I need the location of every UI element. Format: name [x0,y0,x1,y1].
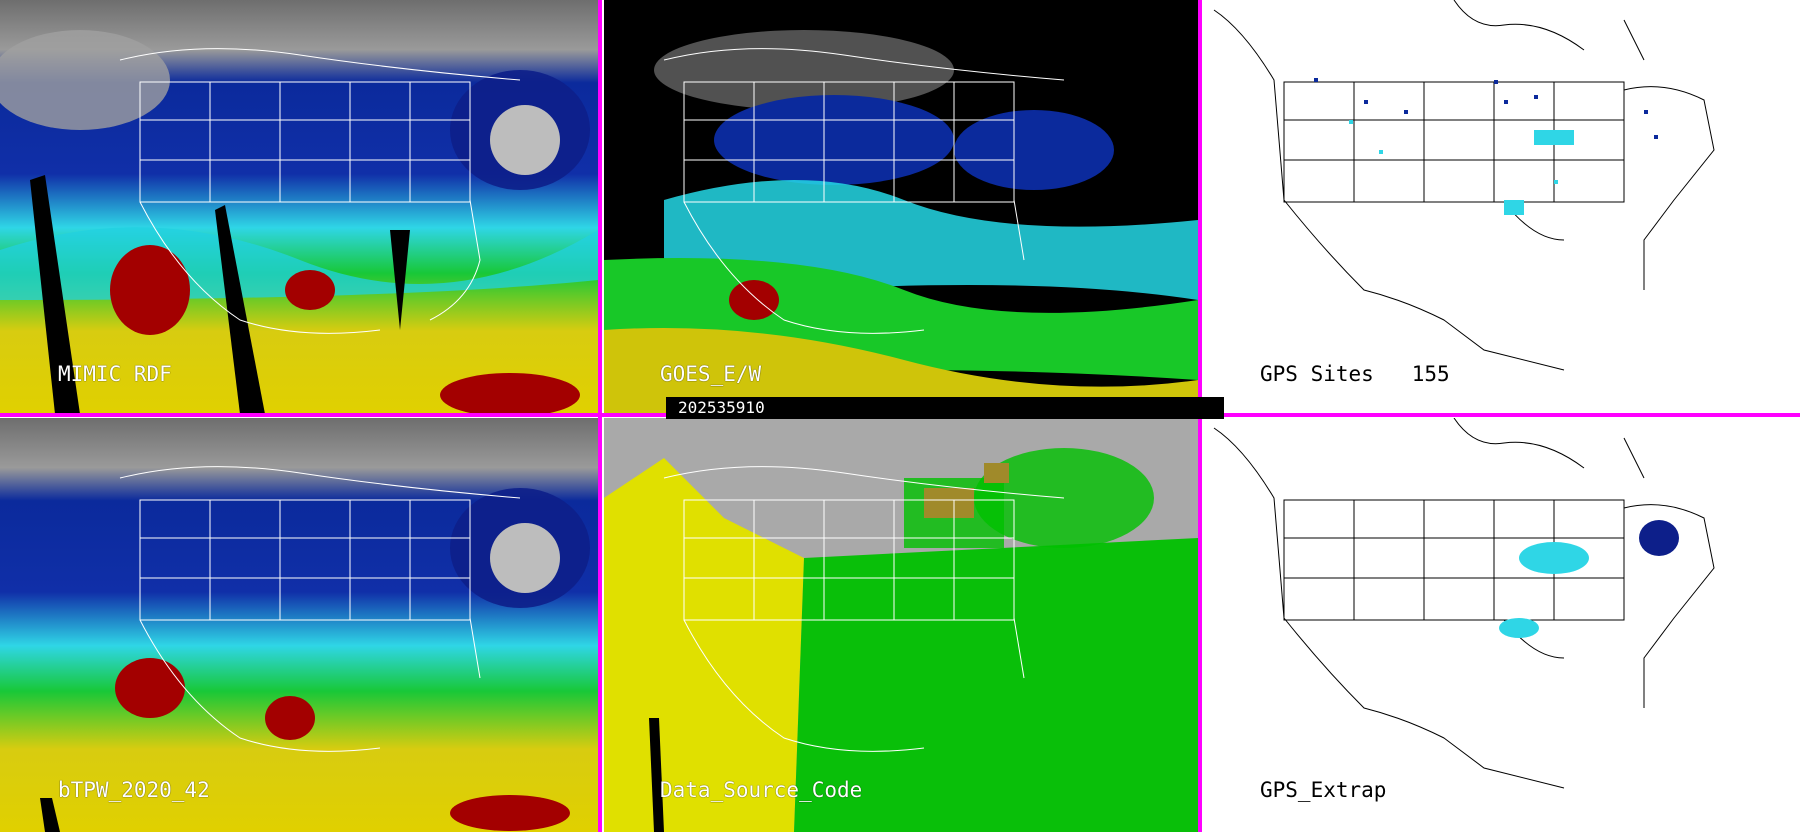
panel-goes-ew: GOES_E/W [604,0,1198,414]
panel-label: GPS Sites 155 [1260,362,1450,386]
panel-label: Data_Source_Code [660,778,863,802]
panel-gps-extrap: GPS_Extrap [1204,418,1800,832]
tpw-map-image [0,0,598,414]
panel-label: GOES_E/W [660,362,762,386]
panel-data-source-code: Data_Source_Code [604,418,1198,832]
panel-label: bTPW_2020_42 [58,778,210,802]
panel-mimic-rdf: MIMIC RDF [0,0,598,414]
panel-label: GPS_Extrap [1260,778,1387,802]
panel-label: MIMIC RDF [58,362,172,386]
gps-sites-map-image [1204,0,1800,414]
gps-extrap-map-image [1204,418,1800,832]
btpw-map-image [0,418,598,832]
panel-gps-sites: GPS Sites 155 [1204,0,1800,414]
timestamp-bar: 202535910 [666,397,1224,419]
panel-btpw: bTPW_2020_42 [0,418,598,832]
data-source-map-image [604,418,1198,832]
goes-map-image [604,0,1198,414]
